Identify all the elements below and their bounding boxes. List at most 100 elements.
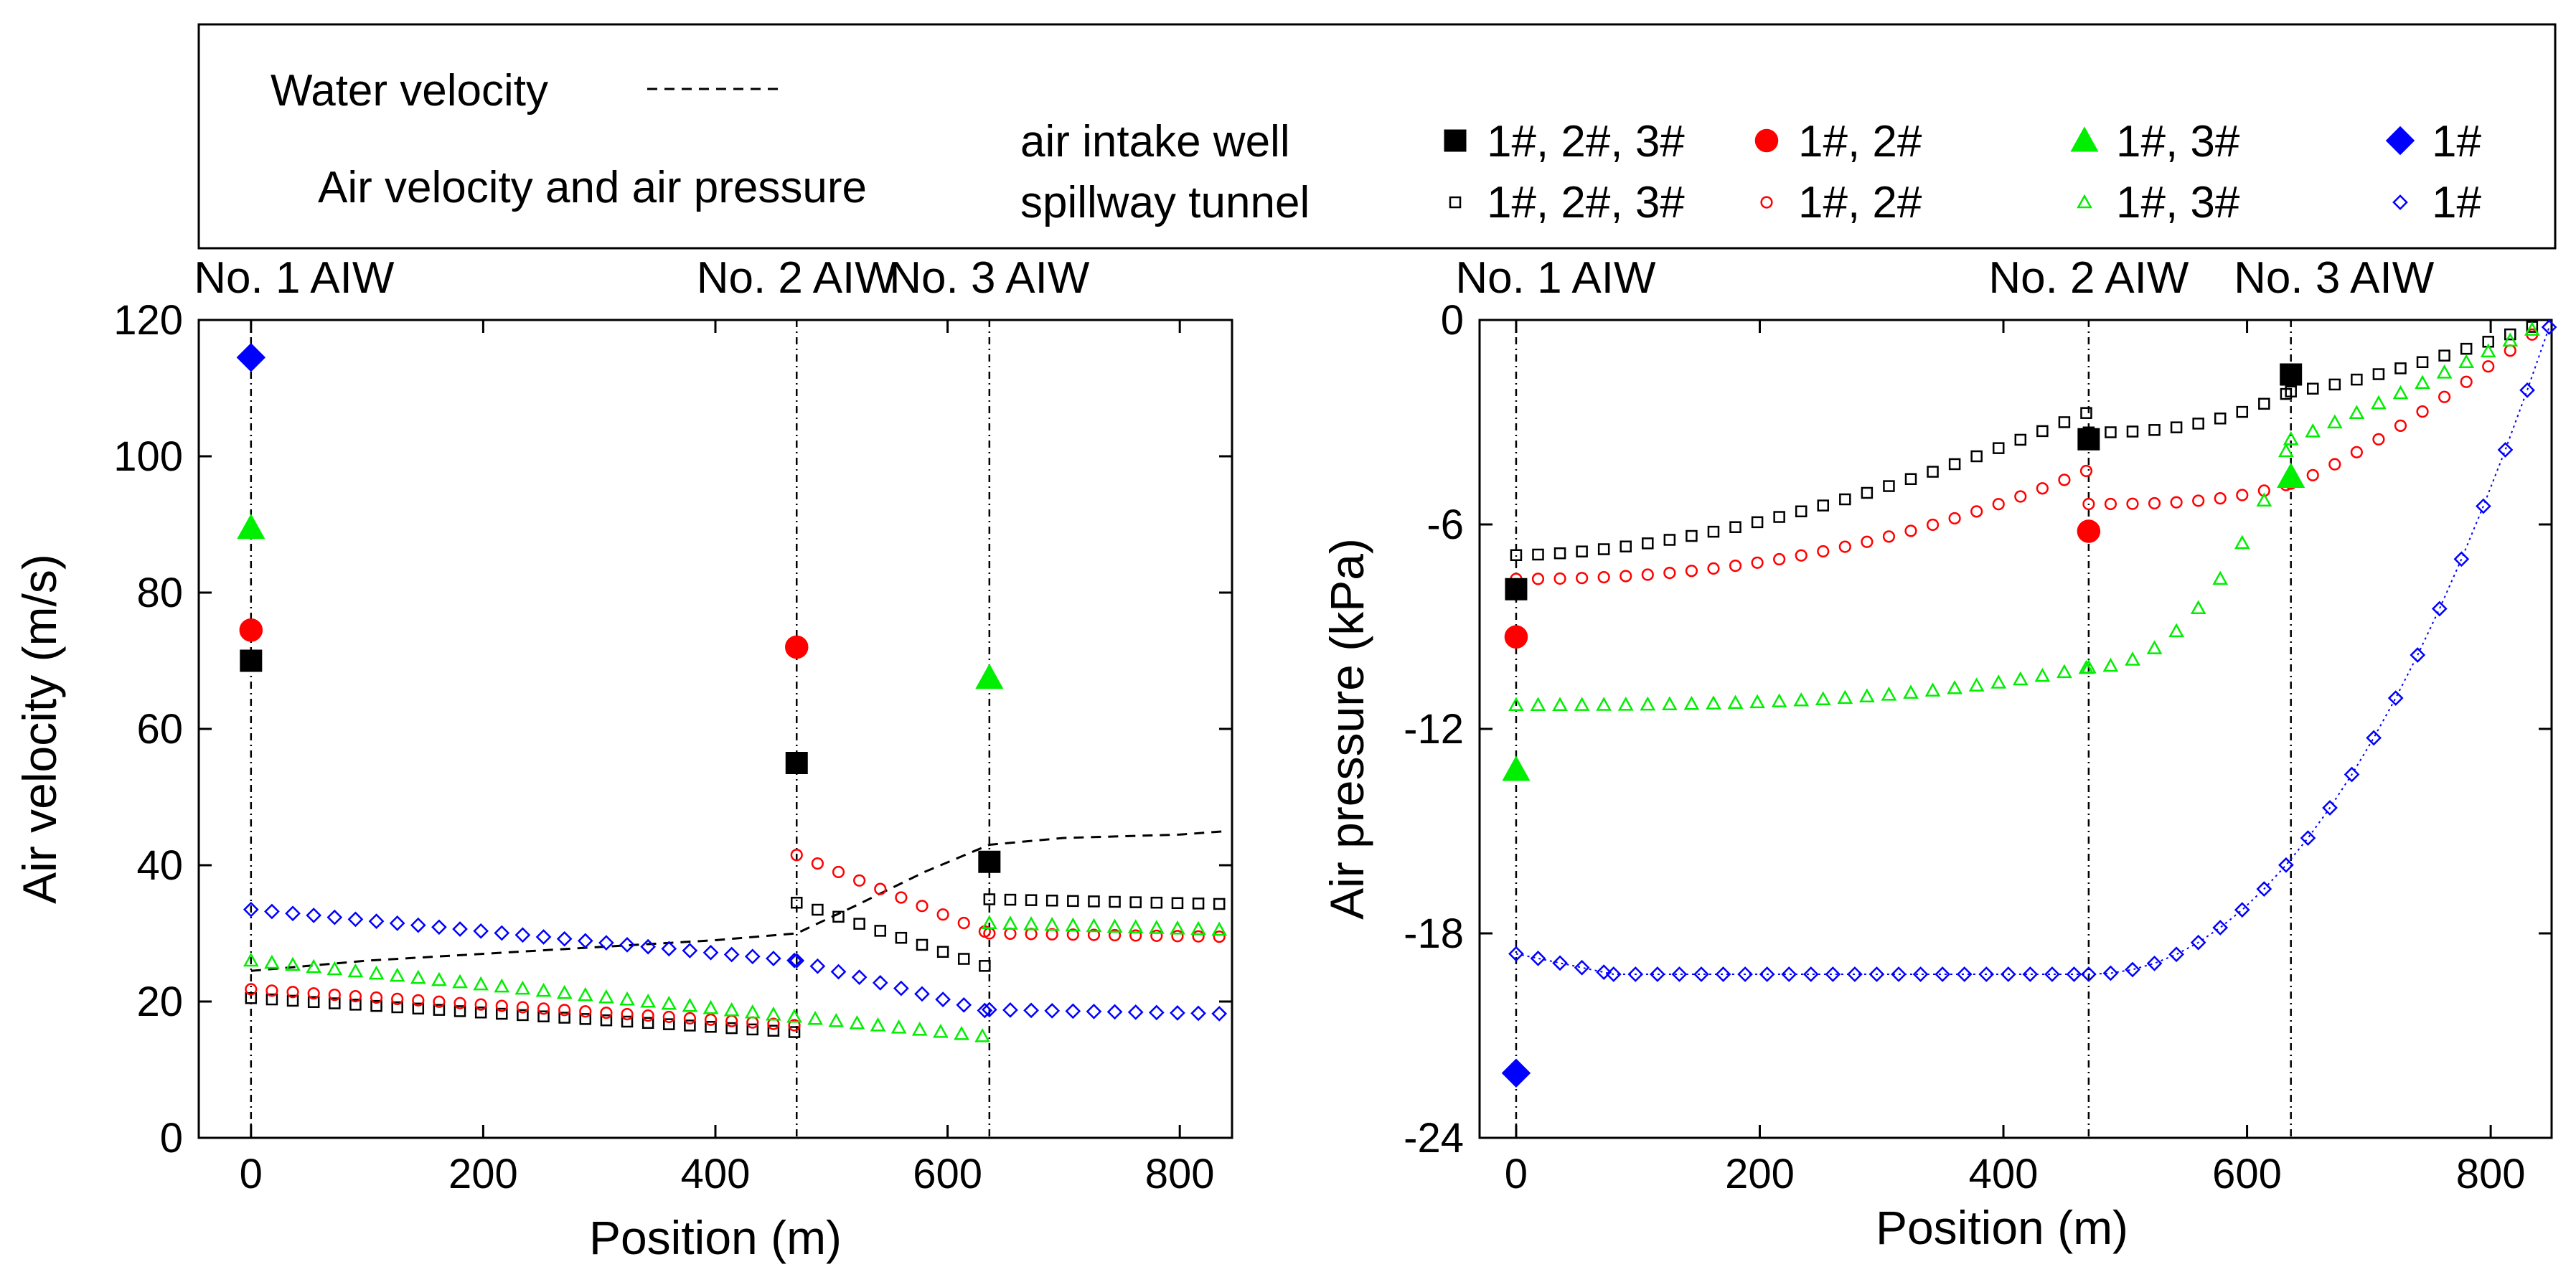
tunnel-point-case-1 [349, 999, 362, 1011]
y-tick-label: -12 [1404, 706, 1464, 753]
tunnel-point-case-1 [725, 1022, 738, 1035]
tunnel-point-case-2 [832, 865, 845, 879]
well-annotation: No. 3 AIW [889, 253, 1090, 303]
tunnel-point-case-4 [809, 958, 826, 974]
tunnel-point-case-2 [2104, 497, 2117, 511]
tunnel-point-case-4 [2044, 966, 2060, 982]
tunnel-point-case-4 [1825, 966, 1841, 982]
tunnel-point-case-4 [2497, 442, 2514, 458]
tunnel-point-case-4 [1065, 1003, 1081, 1019]
tunnel-line-case-4 [1515, 326, 2550, 975]
tunnel-point-case-2 [1066, 928, 1079, 941]
tunnel-point-case-3 [452, 974, 468, 989]
legend-intake-row-label: air intake well [1020, 117, 1290, 166]
left-intake-series [236, 343, 1004, 873]
intake-point-case-1 [1505, 578, 1528, 600]
tunnel-point-case-1 [1150, 896, 1163, 909]
tunnel-point-case-2 [662, 1010, 675, 1024]
tunnel-point-case-2 [1531, 573, 1545, 585]
tunnel-point-case-4 [1106, 1004, 1123, 1020]
intake-point-case-2 [1504, 625, 1528, 649]
tunnel-point-case-1 [600, 1014, 613, 1027]
tunnel-point-case-1 [1510, 549, 1523, 561]
tunnel-point-case-2 [1817, 545, 1830, 558]
tunnel-point-case-1 [2080, 407, 2092, 419]
tunnel-point-case-3 [619, 991, 635, 1006]
tunnel-point-case-2 [2148, 496, 2161, 510]
tunnel-point-case-2 [2036, 482, 2049, 495]
tunnel-point-case-2 [558, 1004, 571, 1017]
tunnel-point-case-3 [1924, 682, 1941, 697]
tunnel-point-case-1 [474, 1007, 487, 1019]
tunnel-point-case-1 [957, 953, 970, 965]
legend-water-velocity-label: Water velocity [271, 66, 548, 116]
tunnel-point-case-1 [1109, 895, 1121, 908]
tunnel-point-case-2 [811, 857, 824, 870]
tunnel-point-case-1 [936, 946, 949, 958]
tunnel-point-case-1 [391, 1001, 403, 1014]
tunnel-point-case-4 [243, 901, 259, 918]
tunnel-point-case-1 [1707, 525, 1720, 538]
legend-intake-marker-3 [2070, 126, 2099, 152]
tunnel-point-case-3 [1190, 920, 1206, 936]
tunnel-point-case-3 [1106, 918, 1123, 933]
tunnel-point-case-3 [1170, 920, 1185, 935]
tunnel-point-case-4 [682, 943, 698, 958]
tunnel-point-case-4 [1596, 964, 1612, 981]
tunnel-point-case-4 [2344, 766, 2360, 783]
tunnel-point-case-4 [2146, 955, 2163, 971]
tunnel-point-case-1 [895, 931, 908, 944]
tunnel-point-case-1 [853, 918, 865, 930]
tunnel-point-case-3 [1859, 688, 1875, 702]
tunnel-point-case-2 [1729, 559, 1742, 573]
tunnel-point-case-3 [2305, 423, 2321, 438]
tunnel-point-case-1 [579, 1013, 592, 1025]
tunnel-point-case-1 [791, 897, 803, 909]
tunnel-point-case-2 [767, 1017, 780, 1030]
tunnel-point-case-1 [1751, 516, 1764, 529]
tunnel-point-case-4 [977, 1002, 993, 1019]
tunnel-point-case-3 [702, 999, 719, 1014]
legend-intake-case-label-2: 1#, 2# [1798, 117, 1922, 166]
tunnel-point-case-3 [326, 961, 343, 976]
tunnel-point-case-1 [1817, 499, 1830, 512]
tunnel-point-case-2 [2438, 390, 2451, 403]
tunnel-point-case-3 [347, 963, 364, 978]
tunnel-point-case-3 [849, 1015, 865, 1030]
x-tick-label: 800 [2456, 1151, 2526, 1197]
tunnel-point-case-2 [2214, 492, 2227, 505]
right-x-axis-label: Position (m) [1876, 1201, 2128, 1254]
tunnel-point-case-1 [517, 1009, 529, 1022]
tunnel-point-case-1 [2328, 378, 2341, 391]
tunnel-point-case-1 [2416, 356, 2429, 368]
tunnel-point-case-3 [2371, 395, 2387, 410]
tunnel-point-case-4 [1508, 946, 1524, 962]
legend: Water velocity Air velocity and air pres… [197, 23, 2557, 250]
tunnel-point-case-3 [1640, 696, 1656, 711]
intake-point-case-1 [978, 850, 1001, 873]
tunnel-point-case-1 [370, 999, 382, 1012]
intake-point-case-2 [239, 618, 263, 642]
tunnel-point-case-3 [2278, 443, 2294, 458]
tunnel-point-case-1 [1171, 897, 1184, 910]
tunnel-point-case-3 [933, 1024, 949, 1038]
tunnel-point-case-4 [1530, 951, 1546, 966]
tunnel-point-case-1 [1773, 511, 1785, 523]
intake-point-case-4 [236, 343, 266, 372]
tunnel-point-case-1 [1927, 466, 1939, 478]
tunnel-point-case-3 [535, 982, 552, 997]
tunnel-point-case-3 [1881, 687, 1897, 701]
tunnel-point-case-4 [1935, 966, 1951, 982]
tunnel-point-case-3 [2056, 664, 2072, 679]
tunnel-point-case-4 [851, 969, 868, 986]
y-tick-label: 80 [136, 570, 183, 616]
tunnel-point-case-1 [746, 1023, 759, 1036]
tunnel-point-case-3 [1727, 694, 1744, 710]
tunnel-point-case-1 [245, 992, 258, 1004]
tunnel-point-case-3 [2349, 405, 2365, 419]
tunnel-point-case-2 [433, 995, 446, 1008]
tunnel-point-case-3 [2234, 534, 2250, 550]
tunnel-point-case-3 [1683, 695, 1700, 710]
tunnel-point-case-1 [1597, 543, 1610, 555]
